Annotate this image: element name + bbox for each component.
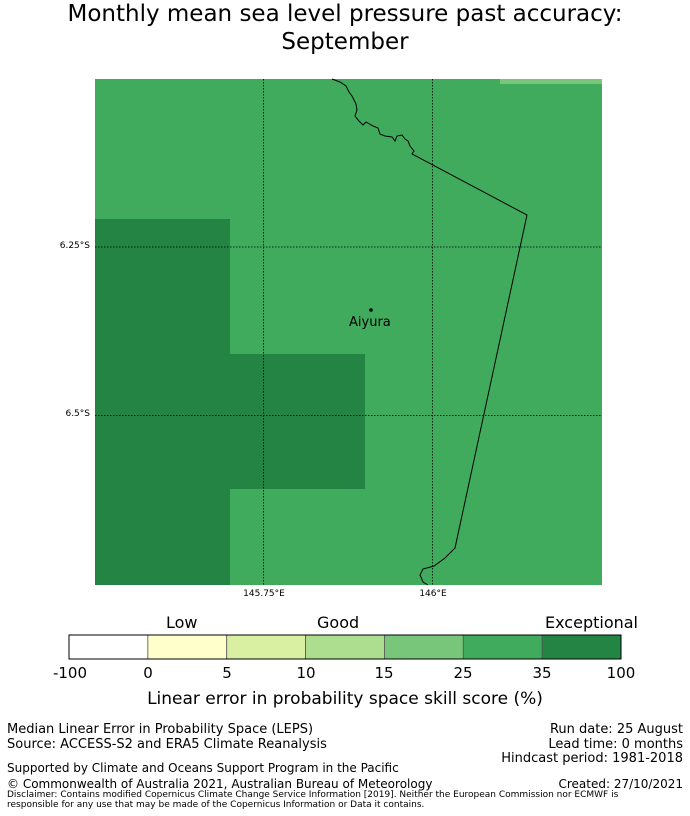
lat-label-6-5: 6.5°S [65, 409, 90, 419]
colorbar-bin [305, 634, 385, 660]
colorbar-outline [68, 634, 622, 660]
category-exceptional: Exceptional [545, 613, 638, 632]
category-low: Low [166, 613, 198, 632]
chart-title: Monthly mean sea level pressure past acc… [0, 0, 690, 56]
tick-label: 25 [453, 664, 473, 682]
colorbar-bin [147, 634, 228, 660]
colorbar-bin [384, 634, 464, 660]
lon-label-145-75: 145.75°E [243, 589, 285, 599]
colorbar-bin [68, 634, 149, 660]
coastline [331, 78, 528, 586]
footer-created: Created: 27/10/2021 [558, 777, 683, 791]
footer-disclaimer-2: responsible for any use that may be made… [7, 800, 425, 810]
footer-copyright: © Commonwealth of Australia 2021, Austra… [7, 777, 433, 791]
tick-label: 15 [374, 664, 394, 682]
footer-hindcast: Hindcast period: 1981-2018 [501, 751, 683, 766]
map-and-colorbar [68, 78, 622, 660]
footer-leps: Median Linear Error in Probability Space… [7, 722, 314, 737]
colorbar-bin [541, 634, 622, 660]
lon-label-146: 146°E [419, 589, 447, 599]
tick-label: 35 [532, 664, 552, 682]
map-cell-exceptional-1 [95, 219, 230, 585]
colorbar-bin [226, 634, 306, 660]
footer-lead-time: Lead time: 0 months [548, 737, 683, 752]
tick-label: 0 [143, 664, 153, 682]
tick-label: 100 [606, 664, 636, 682]
footer-disclaimer-1: Disclaimer: Contains modified Copernicus… [7, 790, 619, 800]
category-good: Good [317, 613, 360, 632]
colorbar-label: Linear error in probability space skill … [147, 689, 543, 709]
tick-label: 5 [222, 664, 232, 682]
lat-label-6-25: 6.25°S [59, 241, 90, 251]
footer-source: Source: ACCESS-S2 and ERA5 Climate Reana… [7, 737, 327, 752]
title-line-1: Monthly mean sea level pressure past acc… [67, 1, 623, 27]
tick-label: -100 [52, 664, 88, 682]
gridlines [95, 79, 602, 585]
map-cell-exceptional-2 [230, 354, 365, 489]
colorbar [68, 634, 622, 660]
colorbar-bin [462, 634, 543, 660]
tick-label: 10 [296, 664, 316, 682]
title-line-2: September [281, 29, 409, 55]
place-label-aiyura: Aiyura [349, 315, 391, 330]
footer-run-date: Run date: 25 August [549, 722, 683, 737]
aiyura-point [369, 308, 373, 312]
footer-supported: Supported by Climate and Oceans Support … [7, 761, 399, 775]
map-cell-good-light [500, 79, 602, 84]
